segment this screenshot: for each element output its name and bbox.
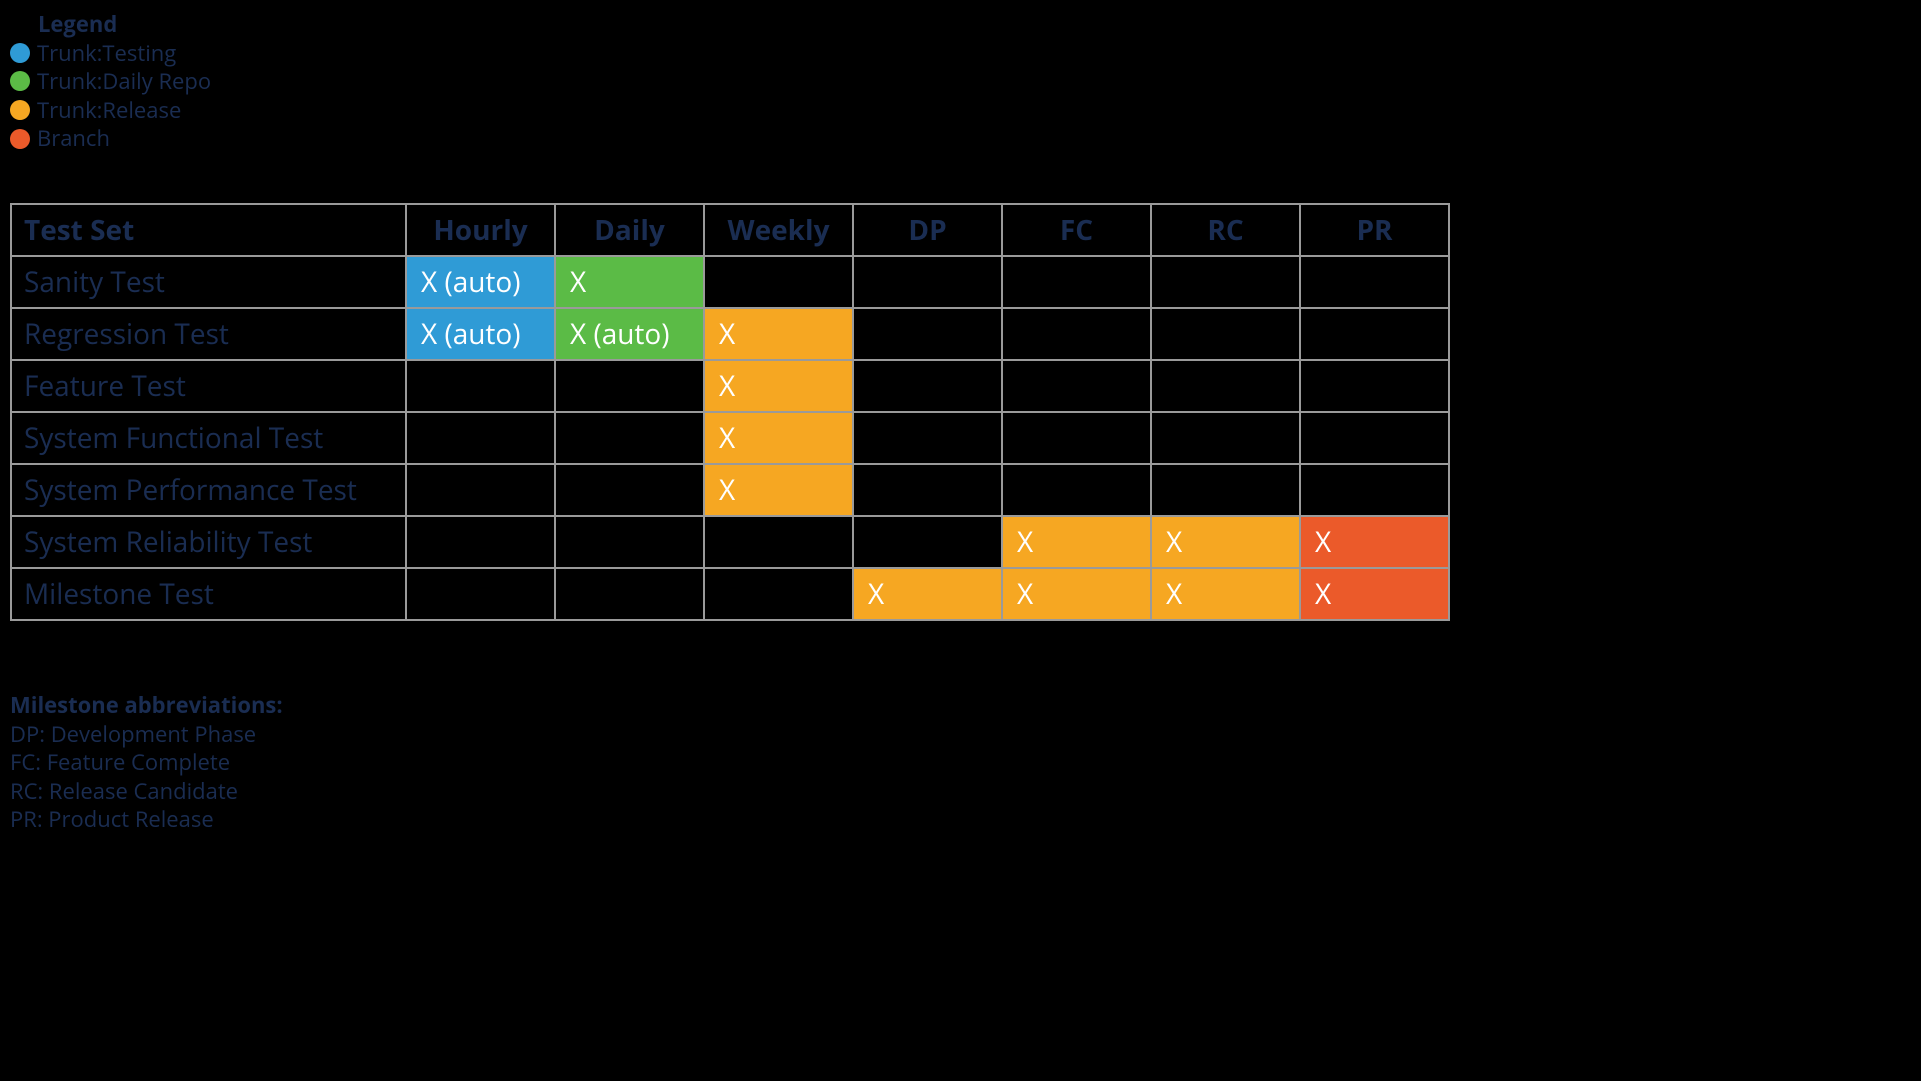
table-cell (1300, 412, 1449, 464)
legend-item-label: Trunk:Daily Repo (37, 67, 211, 96)
legend-item: Trunk:Daily Repo (10, 67, 1911, 96)
table-cell (406, 568, 555, 620)
table-header-row: Test SetHourlyDailyWeeklyDPFCRCPR (11, 204, 1449, 256)
table-cell (1151, 464, 1300, 516)
table-row: System Performance Test X (11, 464, 1449, 516)
legend-title: Legend (38, 10, 1911, 39)
legend-dot-icon (10, 129, 30, 149)
legend-item-label: Trunk:Release (37, 96, 181, 125)
abbrev-line: PR: Product Release (10, 805, 1911, 834)
table-row: Regression TestX (auto)X (auto)X (11, 308, 1449, 360)
legend-dot-icon (10, 71, 30, 91)
legend-item: Trunk:Testing (10, 39, 1911, 68)
table-cell: X (555, 256, 704, 308)
table-cell (1002, 308, 1151, 360)
column-header: PR (1300, 204, 1449, 256)
table-cell (555, 516, 704, 568)
table-body: Sanity TestX (auto)XRegression TestX (au… (11, 256, 1449, 620)
legend-item-label: Branch (37, 124, 110, 153)
column-header: Daily (555, 204, 704, 256)
table-cell (704, 568, 853, 620)
row-label: Feature Test (11, 360, 406, 412)
table-cell (555, 360, 704, 412)
abbrev-line: RC: Release Candidate (10, 777, 1911, 806)
legend-item: Trunk:Release (10, 96, 1911, 125)
table-cell (1151, 308, 1300, 360)
table-cell (1002, 256, 1151, 308)
column-header: Test Set (11, 204, 406, 256)
test-matrix-table: Test SetHourlyDailyWeeklyDPFCRCPR Sanity… (10, 203, 1450, 621)
table-cell (1151, 360, 1300, 412)
row-label: Milestone Test (11, 568, 406, 620)
table-cell (853, 464, 1002, 516)
table-cell: X (704, 464, 853, 516)
legend-item: Branch (10, 124, 1911, 153)
table-cell (1002, 360, 1151, 412)
table-cell (555, 568, 704, 620)
table-cell: X (704, 360, 853, 412)
abbrev-line: DP: Development Phase (10, 720, 1911, 749)
table-cell (853, 308, 1002, 360)
abbreviations: Milestone abbreviations: DP: Development… (10, 691, 1911, 834)
table-cell: X (704, 412, 853, 464)
table-row: System Functional Test X (11, 412, 1449, 464)
table-cell: X (853, 568, 1002, 620)
row-label: System Functional Test (11, 412, 406, 464)
column-header: DP (853, 204, 1002, 256)
column-header: Hourly (406, 204, 555, 256)
abbrev-line: FC: Feature Complete (10, 748, 1911, 777)
abbrev-title: Milestone abbreviations: (10, 691, 1911, 720)
table-cell: X (auto) (555, 308, 704, 360)
table-cell (853, 516, 1002, 568)
table-row: System Reliability TestXXX (11, 516, 1449, 568)
table-cell (555, 412, 704, 464)
table-cell: X (auto) (406, 256, 555, 308)
legend-item-label: Trunk:Testing (37, 39, 176, 68)
table-row: Feature Test X (11, 360, 1449, 412)
table-cell (1300, 308, 1449, 360)
row-label: Sanity Test (11, 256, 406, 308)
table-cell: X (1002, 516, 1151, 568)
table-cell (406, 516, 555, 568)
table-cell: X (auto) (406, 308, 555, 360)
table-cell: X (1300, 516, 1449, 568)
table-cell (1151, 412, 1300, 464)
table-cell: X (1151, 568, 1300, 620)
table-cell (853, 412, 1002, 464)
table-cell (406, 464, 555, 516)
row-label: System Performance Test (11, 464, 406, 516)
legend: Legend Trunk:TestingTrunk:Daily RepoTrun… (10, 10, 1911, 153)
table-cell: X (704, 308, 853, 360)
table-cell (555, 464, 704, 516)
table-cell (1300, 464, 1449, 516)
row-label: System Reliability Test (11, 516, 406, 568)
table-cell (1151, 256, 1300, 308)
table-cell (853, 360, 1002, 412)
table-cell (406, 412, 555, 464)
table-cell (1300, 256, 1449, 308)
table-cell (406, 360, 555, 412)
legend-dot-icon (10, 100, 30, 120)
table-row: Sanity TestX (auto)X (11, 256, 1449, 308)
table-cell (1002, 412, 1151, 464)
table-cell (1002, 464, 1151, 516)
legend-dot-icon (10, 43, 30, 63)
column-header: RC (1151, 204, 1300, 256)
table-cell: X (1151, 516, 1300, 568)
table-cell (853, 256, 1002, 308)
row-label: Regression Test (11, 308, 406, 360)
table-cell (704, 516, 853, 568)
table-cell: X (1002, 568, 1151, 620)
table-row: Milestone TestXXXX (11, 568, 1449, 620)
column-header: FC (1002, 204, 1151, 256)
table-cell (704, 256, 853, 308)
column-header: Weekly (704, 204, 853, 256)
table-cell: X (1300, 568, 1449, 620)
table-cell (1300, 360, 1449, 412)
